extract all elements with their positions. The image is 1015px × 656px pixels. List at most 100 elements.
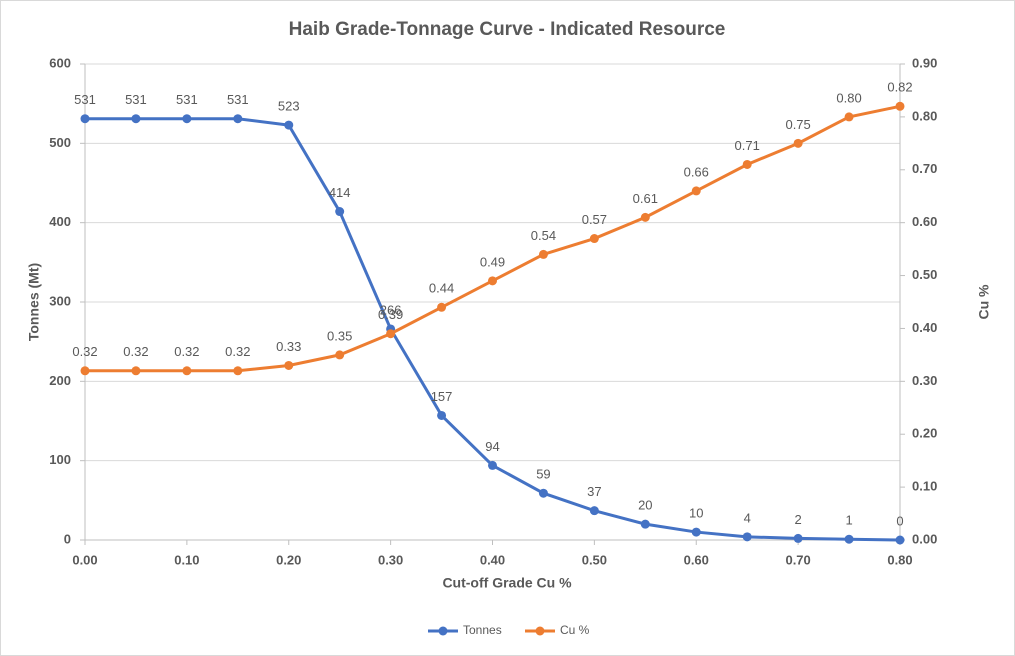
data-point bbox=[640, 519, 650, 529]
x-tick-label: 0.10 bbox=[174, 552, 199, 567]
data-label: 0.75 bbox=[785, 117, 810, 132]
y2-tick-label: 0.30 bbox=[912, 373, 937, 388]
data-point bbox=[335, 350, 345, 360]
data-point bbox=[844, 112, 854, 122]
data-label: 531 bbox=[176, 92, 198, 107]
data-point bbox=[589, 234, 599, 244]
y2-tick-label: 0.70 bbox=[912, 161, 937, 176]
data-label: 0.35 bbox=[327, 328, 352, 343]
data-label: 0.80 bbox=[836, 90, 861, 105]
data-label: 0.82 bbox=[887, 80, 912, 95]
data-point bbox=[386, 329, 396, 339]
data-point bbox=[131, 366, 141, 376]
y2-tick-label: 0.40 bbox=[912, 320, 937, 335]
legend-label: Cu % bbox=[560, 623, 590, 637]
chart-title: Haib Grade-Tonnage Curve - Indicated Res… bbox=[289, 19, 726, 40]
y2-tick-label: 0.60 bbox=[912, 214, 937, 229]
data-point bbox=[691, 527, 701, 537]
data-label: 531 bbox=[125, 92, 147, 107]
y2-tick-label: 0.10 bbox=[912, 479, 937, 494]
y-tick-label: 100 bbox=[49, 452, 71, 467]
data-label: 0.57 bbox=[582, 212, 607, 227]
data-point bbox=[233, 366, 243, 376]
data-point bbox=[895, 101, 905, 111]
data-point bbox=[182, 114, 192, 124]
data-point bbox=[488, 460, 497, 470]
data-point bbox=[335, 207, 345, 217]
y-tick-label: 600 bbox=[49, 55, 71, 70]
data-label: 0.49 bbox=[480, 254, 505, 269]
x-tick-label: 0.80 bbox=[887, 552, 912, 567]
data-label: 10 bbox=[689, 506, 703, 521]
data-label: 94 bbox=[485, 439, 499, 454]
y2-tick-label: 0.20 bbox=[912, 426, 937, 441]
y-tick-label: 200 bbox=[49, 373, 71, 388]
data-label: 0.39 bbox=[378, 307, 403, 322]
data-point bbox=[80, 366, 90, 376]
data-point bbox=[640, 212, 650, 222]
data-point bbox=[844, 534, 854, 544]
y-tick-label: 0 bbox=[64, 531, 71, 546]
y-tick-label: 300 bbox=[49, 293, 71, 308]
data-label: 0.32 bbox=[225, 344, 250, 359]
data-label: 157 bbox=[431, 389, 453, 404]
data-point bbox=[437, 410, 447, 420]
data-label: 414 bbox=[329, 185, 351, 200]
data-point bbox=[284, 120, 294, 130]
y2-tick-label: 0.50 bbox=[912, 267, 937, 282]
data-point bbox=[793, 138, 803, 148]
data-label: 0.44 bbox=[429, 281, 454, 296]
data-label: 0 bbox=[896, 513, 903, 528]
data-point bbox=[742, 532, 752, 542]
data-point bbox=[895, 535, 905, 545]
data-point bbox=[589, 506, 599, 516]
data-point bbox=[284, 360, 294, 370]
data-label: 59 bbox=[536, 467, 550, 482]
data-label: 531 bbox=[227, 92, 249, 107]
data-label: 0.32 bbox=[72, 344, 97, 359]
y-axis-label: Tonnes (Mt) bbox=[26, 263, 42, 341]
data-point bbox=[80, 114, 90, 124]
legend-marker bbox=[535, 626, 545, 636]
y-tick-label: 400 bbox=[49, 214, 71, 229]
data-label: 0.32 bbox=[123, 344, 148, 359]
y2-tick-label: 0.00 bbox=[912, 531, 937, 546]
x-tick-label: 0.00 bbox=[72, 552, 97, 567]
x-axis-label: Cut-off Grade Cu % bbox=[442, 575, 572, 591]
data-point bbox=[233, 114, 243, 124]
data-point bbox=[538, 249, 548, 259]
data-label: 0.61 bbox=[633, 191, 658, 206]
y2-tick-label: 0.80 bbox=[912, 108, 937, 123]
x-tick-label: 0.50 bbox=[582, 552, 607, 567]
data-label: 523 bbox=[278, 99, 300, 114]
data-label: 20 bbox=[638, 498, 652, 513]
x-tick-label: 0.30 bbox=[378, 552, 403, 567]
y2-tick-label: 0.90 bbox=[912, 55, 937, 70]
legend-label: Tonnes bbox=[463, 623, 502, 637]
data-point bbox=[131, 114, 141, 124]
data-label: 0.32 bbox=[174, 344, 199, 359]
data-label: 0.66 bbox=[684, 164, 709, 179]
data-point bbox=[538, 488, 548, 498]
data-label: 37 bbox=[587, 484, 601, 499]
data-point bbox=[742, 159, 752, 169]
data-label: 0.33 bbox=[276, 339, 301, 354]
y2-axis-label: Cu % bbox=[976, 284, 992, 320]
data-label: 0.54 bbox=[531, 228, 556, 243]
data-point bbox=[793, 533, 803, 543]
x-tick-label: 0.20 bbox=[276, 552, 301, 567]
data-label: 1 bbox=[845, 513, 852, 528]
x-tick-label: 0.60 bbox=[684, 552, 709, 567]
data-label: 0.71 bbox=[735, 138, 760, 153]
data-label: 4 bbox=[744, 510, 751, 525]
data-label: 2 bbox=[795, 512, 802, 527]
data-point bbox=[691, 186, 701, 196]
data-label: 266 bbox=[380, 302, 402, 317]
data-point bbox=[182, 366, 192, 376]
data-label: 531 bbox=[74, 92, 96, 107]
x-tick-label: 0.40 bbox=[480, 552, 505, 567]
x-tick-label: 0.70 bbox=[785, 552, 810, 567]
legend-marker bbox=[438, 626, 448, 636]
